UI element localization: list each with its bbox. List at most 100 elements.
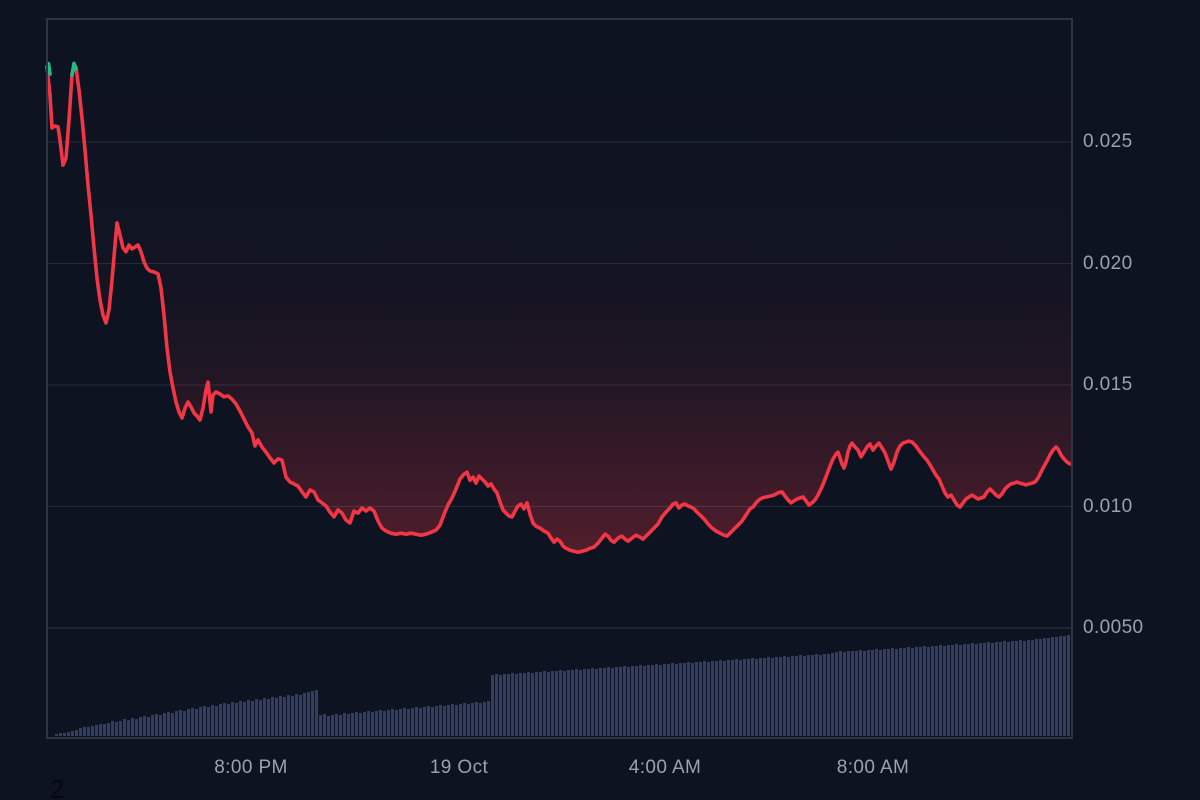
volume-bar (91, 726, 94, 736)
volume-bar (695, 662, 698, 736)
volume-bar (887, 649, 890, 736)
volume-bar (331, 715, 334, 736)
volume-bar (351, 713, 354, 736)
volume-bar (395, 710, 398, 736)
volume-bar (1055, 637, 1058, 736)
volume-bar (915, 647, 918, 736)
volume-bar (479, 703, 482, 736)
price-axis-label: 0.0050 (1083, 617, 1144, 638)
volume-bar (99, 724, 102, 736)
volume-bar (955, 644, 958, 736)
volume-bar (863, 651, 866, 736)
volume-bar (71, 731, 74, 736)
volume-bar (679, 663, 682, 736)
volume-bar (299, 695, 302, 736)
volume-bar (251, 701, 254, 736)
volume-bar (95, 725, 98, 736)
volume-bar (451, 704, 454, 736)
volume-bar (87, 727, 90, 736)
volume-bar (699, 662, 702, 736)
volume-bar (187, 709, 190, 736)
volume-bar (1059, 636, 1062, 736)
volume-bar (191, 708, 194, 736)
volume-bar (59, 733, 62, 736)
volume-bar (791, 656, 794, 736)
volume-bar (179, 710, 182, 736)
volume-bar (903, 648, 906, 736)
volume-bar (547, 672, 550, 736)
volume-bar (807, 655, 810, 736)
volume-bar (447, 705, 450, 736)
volume-bar (423, 707, 426, 736)
volume-bar (823, 654, 826, 736)
volume-bar (595, 669, 598, 736)
volume-bar (327, 716, 330, 736)
volume-bar (347, 714, 350, 736)
volume-bar (307, 692, 310, 736)
volume-bar (271, 697, 274, 736)
volume-bar (891, 648, 894, 736)
volume-bar (691, 663, 694, 736)
volume-bar (335, 714, 338, 736)
volume-bar (759, 658, 762, 736)
volume-bar (203, 706, 206, 736)
time-axis-label: 8:00 AM (836, 757, 910, 778)
volume-bar (899, 648, 902, 736)
volume-bar (171, 713, 174, 736)
volume-bar (1067, 635, 1070, 736)
volume-bar (743, 659, 746, 736)
volume-bar (999, 642, 1002, 736)
volume-bar (795, 656, 798, 736)
volume-bar (827, 654, 830, 736)
volume-bar (939, 645, 942, 736)
volume-bar (475, 702, 478, 736)
volume-bar (579, 670, 582, 736)
volume-bar (995, 642, 998, 736)
time-axis-label: 4:00 AM (628, 757, 702, 778)
volume-bar (683, 663, 686, 736)
volume-bar (855, 651, 858, 736)
volume-bar (379, 710, 382, 736)
volume-bar (367, 711, 370, 736)
volume-bar (551, 671, 554, 736)
volume-bar (63, 733, 66, 736)
volume-bar (1063, 636, 1066, 736)
volume-bar (747, 659, 750, 736)
volume-bar (783, 656, 786, 736)
time-axis-label: 19 Oct (429, 757, 489, 778)
volume-bar (391, 709, 394, 736)
volume-bar (419, 708, 422, 736)
volume-bar (539, 672, 542, 736)
volume-bar (751, 658, 754, 736)
volume-bar (607, 667, 610, 736)
volume-bar (159, 715, 162, 736)
volume-bar (267, 699, 270, 736)
volume-bar (527, 672, 530, 736)
volume-bar (79, 728, 82, 736)
volume-bar (243, 702, 246, 736)
volume-bar (927, 647, 930, 736)
volume-bar (175, 711, 178, 736)
volume-bar (207, 707, 210, 736)
volume-bar (815, 654, 818, 736)
volume-bar (123, 719, 126, 736)
volume-bar (111, 721, 114, 736)
volume-bar (723, 661, 726, 736)
volume-bar (967, 644, 970, 736)
volume-bar (407, 709, 410, 736)
volume-bar (707, 662, 710, 736)
volume-bar (291, 696, 294, 736)
volume-bar (883, 649, 886, 736)
price-axis-label: 0.020 (1083, 252, 1133, 274)
volume-bar (1035, 639, 1038, 736)
volume-bar (427, 706, 430, 736)
price-line (45, 62, 1072, 554)
volume-bar (319, 715, 322, 736)
volume-bar (115, 722, 118, 736)
volume-bar (371, 712, 374, 736)
volume-bar (555, 671, 558, 736)
volume-bar (831, 653, 834, 736)
volume-bar (755, 659, 758, 736)
volume-bar (139, 717, 142, 736)
